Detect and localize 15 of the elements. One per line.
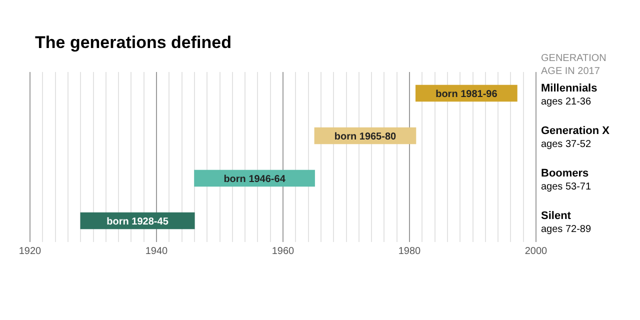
x-tick-label: 1920 — [18, 246, 42, 257]
y-tick-label: Silent ages 72-89 — [541, 210, 592, 235]
data-label: born 1946-64 — [224, 174, 286, 185]
x-tick-label: 2000 — [524, 246, 548, 257]
x-tick-label: 1960 — [272, 246, 295, 257]
y-tick-label: Generation X ages 37-52 — [541, 124, 610, 150]
y-tick-label: Millennials ages 21-36 — [541, 82, 598, 108]
chart-title: The generations defined — [35, 33, 232, 52]
data-label: born 1965-80 — [334, 132, 397, 142]
y-axis-title: GENERATION AGE IN 2017 — [541, 53, 606, 77]
data-label: born 1928-45 — [106, 216, 169, 228]
x-tick-label: 1980 — [398, 246, 422, 257]
y-tick-label: Boomers ages 53-71 — [541, 167, 592, 192]
data-label: born 1981-96 — [436, 89, 498, 100]
x-tick-label: 1940 — [145, 246, 168, 257]
